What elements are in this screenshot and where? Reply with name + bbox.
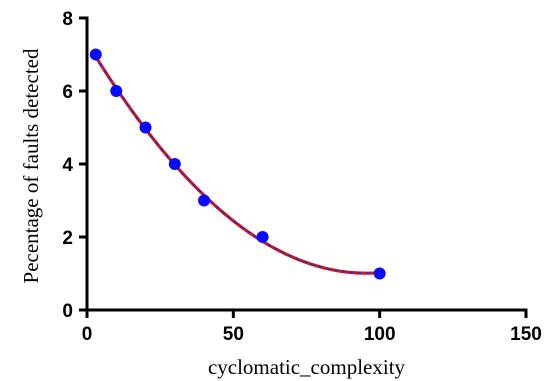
tick-layer: 0 50 100 150 0 2 4 6 8 — [62, 9, 541, 345]
y-tick-label: 0 — [62, 301, 73, 322]
y-tick-label: 6 — [62, 82, 73, 103]
y-tick-label: 2 — [62, 228, 73, 249]
data-points-layer — [89, 48, 386, 280]
y-tick-label: 8 — [62, 9, 73, 30]
x-tick-label: 150 — [510, 324, 542, 345]
y-axis-title: Pecentage of faults detected — [19, 48, 43, 283]
data-point — [198, 194, 211, 207]
x-tick-label: 100 — [364, 324, 396, 345]
data-point — [89, 48, 102, 61]
x-tick-label: 50 — [223, 324, 244, 345]
y-tick-label: 4 — [62, 155, 73, 176]
x-tick-label: 0 — [82, 324, 93, 345]
data-point — [373, 267, 386, 280]
data-point — [110, 85, 123, 97]
x-axis-title: cyclomatic_complexity — [208, 355, 406, 379]
fit-curve-layer — [94, 55, 380, 275]
fit-curve — [94, 55, 380, 275]
data-point — [168, 158, 181, 170]
data-point — [256, 231, 269, 243]
data-point — [139, 121, 152, 134]
fit-curve-dash — [95, 56, 380, 274]
